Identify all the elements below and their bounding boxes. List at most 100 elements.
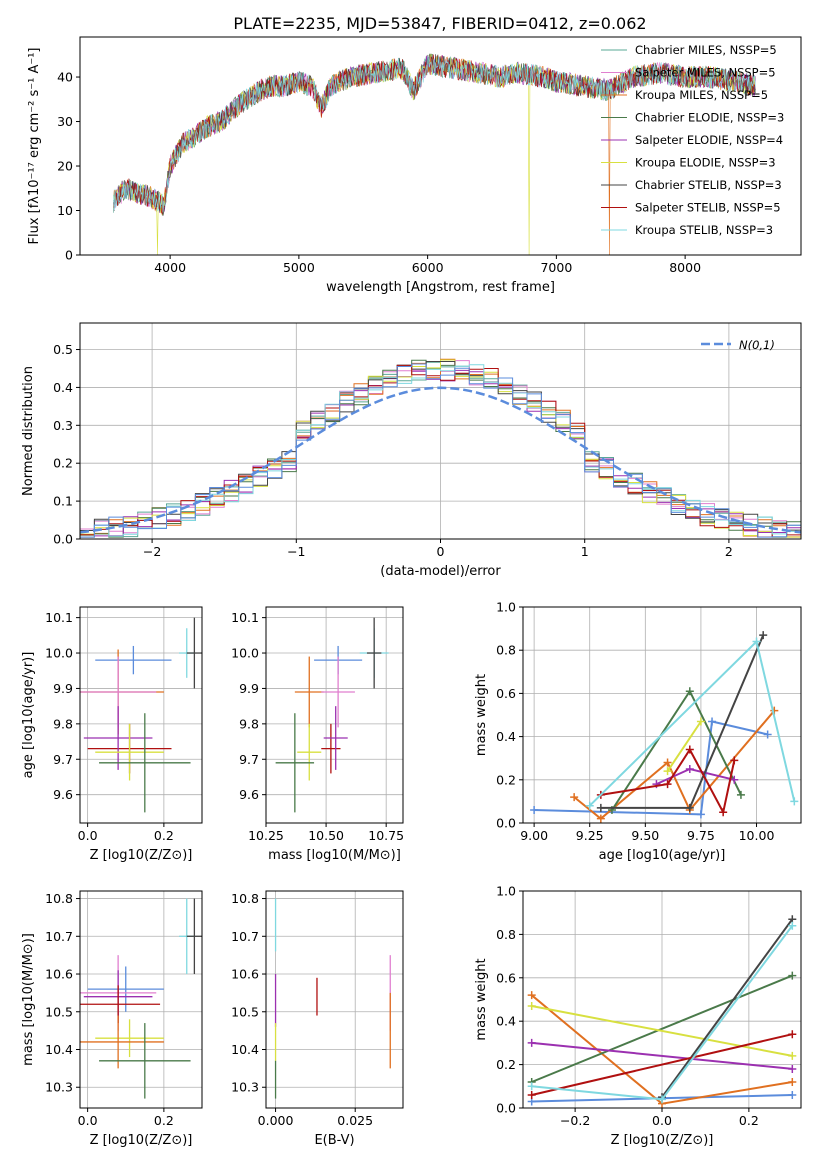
x-tick-label: 0.0 bbox=[78, 1113, 98, 1128]
plot-area bbox=[80, 898, 202, 1099]
y-axis-label: Normed distribution bbox=[21, 366, 36, 496]
x-tick-label: 5000 bbox=[283, 260, 315, 275]
x-axis-label: (data-model)/error bbox=[380, 564, 501, 579]
errorbar-point bbox=[95, 723, 164, 781]
histogram-steps bbox=[80, 361, 801, 531]
histogram-steps bbox=[80, 359, 801, 538]
x-tick-label: 9.50 bbox=[631, 828, 659, 843]
x-axis-label: Z [log10(Z/Z⊙)] bbox=[90, 1133, 193, 1148]
weight-line bbox=[531, 1005, 793, 1057]
y-tick-label: 10.7 bbox=[231, 929, 259, 944]
plot-area bbox=[80, 358, 801, 538]
y-tick-label: 10.7 bbox=[45, 929, 73, 944]
axes-frame bbox=[522, 890, 802, 1109]
plus-marker bbox=[685, 803, 694, 812]
plus-marker bbox=[663, 767, 672, 776]
x-tick-label: 4000 bbox=[154, 260, 186, 275]
y-tick-label: 10.5 bbox=[231, 1004, 259, 1019]
plot-area bbox=[275, 617, 389, 813]
x-tick-label: 0.2 bbox=[154, 828, 174, 843]
axes-frame bbox=[79, 322, 802, 540]
plus-marker bbox=[788, 921, 797, 930]
legend-entry: Chabrier ELODIE, NSSP=3 bbox=[635, 111, 784, 125]
y-tick-label: 0.4 bbox=[496, 1014, 516, 1029]
y-tick-label: 30 bbox=[57, 114, 73, 129]
x-tick-label: 0.025 bbox=[337, 1113, 373, 1128]
x-axis-label: Z [log10(Z/Z⊙)] bbox=[90, 848, 193, 863]
y-tick-label: 9.7 bbox=[53, 752, 73, 767]
x-tick-label: 10.25 bbox=[248, 828, 284, 843]
y-tick-label: 10.1 bbox=[45, 610, 73, 625]
y-tick-label: 0.3 bbox=[53, 418, 73, 433]
y-tick-label: 20 bbox=[57, 159, 73, 174]
y-tick-label: 10 bbox=[57, 203, 73, 218]
errorbar-point bbox=[95, 1019, 164, 1058]
y-tick-label: 0.0 bbox=[496, 1101, 516, 1116]
legend-entry: Salpeter MILES, NSSP=5 bbox=[635, 66, 776, 80]
y-tick-label: 10.6 bbox=[231, 967, 259, 982]
x-axis-label: E(B-V) bbox=[314, 1133, 354, 1148]
plot-area bbox=[80, 617, 202, 813]
legend-entry: Chabrier STELIB, NSSP=3 bbox=[635, 178, 782, 192]
plus-marker bbox=[685, 765, 694, 773]
legend: Chabrier MILES, NSSP=5 Salpeter MILES, NS… bbox=[601, 43, 784, 237]
weight-line bbox=[600, 634, 765, 809]
x-tick-label: 0.0 bbox=[652, 1113, 672, 1128]
plus-marker bbox=[685, 745, 694, 754]
errorbar-point bbox=[321, 723, 341, 774]
plus-marker bbox=[570, 793, 579, 802]
x-tick-label: 0 bbox=[437, 544, 445, 559]
y-tick-label: 10.0 bbox=[45, 646, 73, 661]
errorbar-point bbox=[95, 645, 172, 675]
plus-marker bbox=[790, 797, 799, 806]
axes-frame bbox=[79, 890, 203, 1109]
plus-marker bbox=[527, 1090, 536, 1099]
y-tick-label: 10.5 bbox=[45, 1004, 73, 1019]
axes-frame bbox=[79, 606, 203, 824]
y-tick-label: 9.7 bbox=[239, 752, 259, 767]
x-tick-label: 0.0 bbox=[78, 828, 98, 843]
panel-Z-vs-mass-weight: −0.2 0.0 0.2 0.0 0.2 0.4 0.6 0.8 1.0 Z [log10(Z/Z… bbox=[474, 884, 802, 1148]
plus-marker bbox=[596, 803, 605, 812]
y-tick-label: 10.6 bbox=[45, 967, 73, 982]
y-tick-label: 0.2 bbox=[496, 1057, 516, 1072]
x-tick-label: 0.000 bbox=[258, 1113, 294, 1128]
legend-entry: Kroupa ELODIE, NSSP=3 bbox=[635, 156, 776, 170]
y-tick-label: 10.4 bbox=[45, 1042, 73, 1057]
y-tick-label: 0.1 bbox=[53, 494, 73, 509]
errorbar-point bbox=[83, 706, 153, 770]
y-tick-label: 0.6 bbox=[496, 970, 516, 985]
legend-entry: Kroupa STELIB, NSSP=3 bbox=[635, 223, 773, 237]
y-tick-label: 9.9 bbox=[239, 681, 259, 696]
x-tick-label: 1 bbox=[581, 544, 589, 559]
plus-marker bbox=[527, 1002, 536, 1011]
plus-marker bbox=[788, 1051, 797, 1060]
x-tick-label: −0.2 bbox=[560, 1113, 590, 1128]
plus-marker bbox=[719, 808, 728, 817]
y-tick-label: 1.0 bbox=[496, 884, 516, 899]
y-tick-label: 0.8 bbox=[496, 643, 516, 658]
plus-marker bbox=[730, 756, 739, 765]
figure-title: PLATE=2235, MJD=53847, FIBERID=0412, z=0… bbox=[233, 14, 646, 33]
errorbar-point bbox=[321, 656, 355, 728]
plus-marker bbox=[596, 814, 605, 823]
x-tick-label: 10.75 bbox=[368, 828, 404, 843]
y-tick-label: 10.3 bbox=[45, 1080, 73, 1095]
y-tick-label: 0.5 bbox=[53, 342, 73, 357]
plus-marker bbox=[696, 810, 705, 819]
errorbar-point bbox=[275, 713, 315, 813]
weight-line bbox=[573, 710, 776, 820]
errorbar-point bbox=[366, 617, 382, 689]
x-tick-label: 0.2 bbox=[154, 1113, 174, 1128]
y-tick-label: 0.8 bbox=[496, 927, 516, 942]
y-tick-label: 10.8 bbox=[231, 891, 259, 906]
y-axis-label: mass [log10(M/M⊙)] bbox=[21, 933, 36, 1066]
x-tick-label: 10.50 bbox=[308, 828, 344, 843]
legend-entry: Kroupa MILES, NSSP=5 bbox=[635, 88, 768, 102]
histogram-steps bbox=[80, 363, 801, 538]
spectrum-line bbox=[113, 56, 756, 213]
weight-line bbox=[661, 918, 794, 1098]
legend-entry: Salpeter STELIB, NSSP=5 bbox=[635, 201, 781, 215]
plus-marker bbox=[759, 631, 768, 640]
